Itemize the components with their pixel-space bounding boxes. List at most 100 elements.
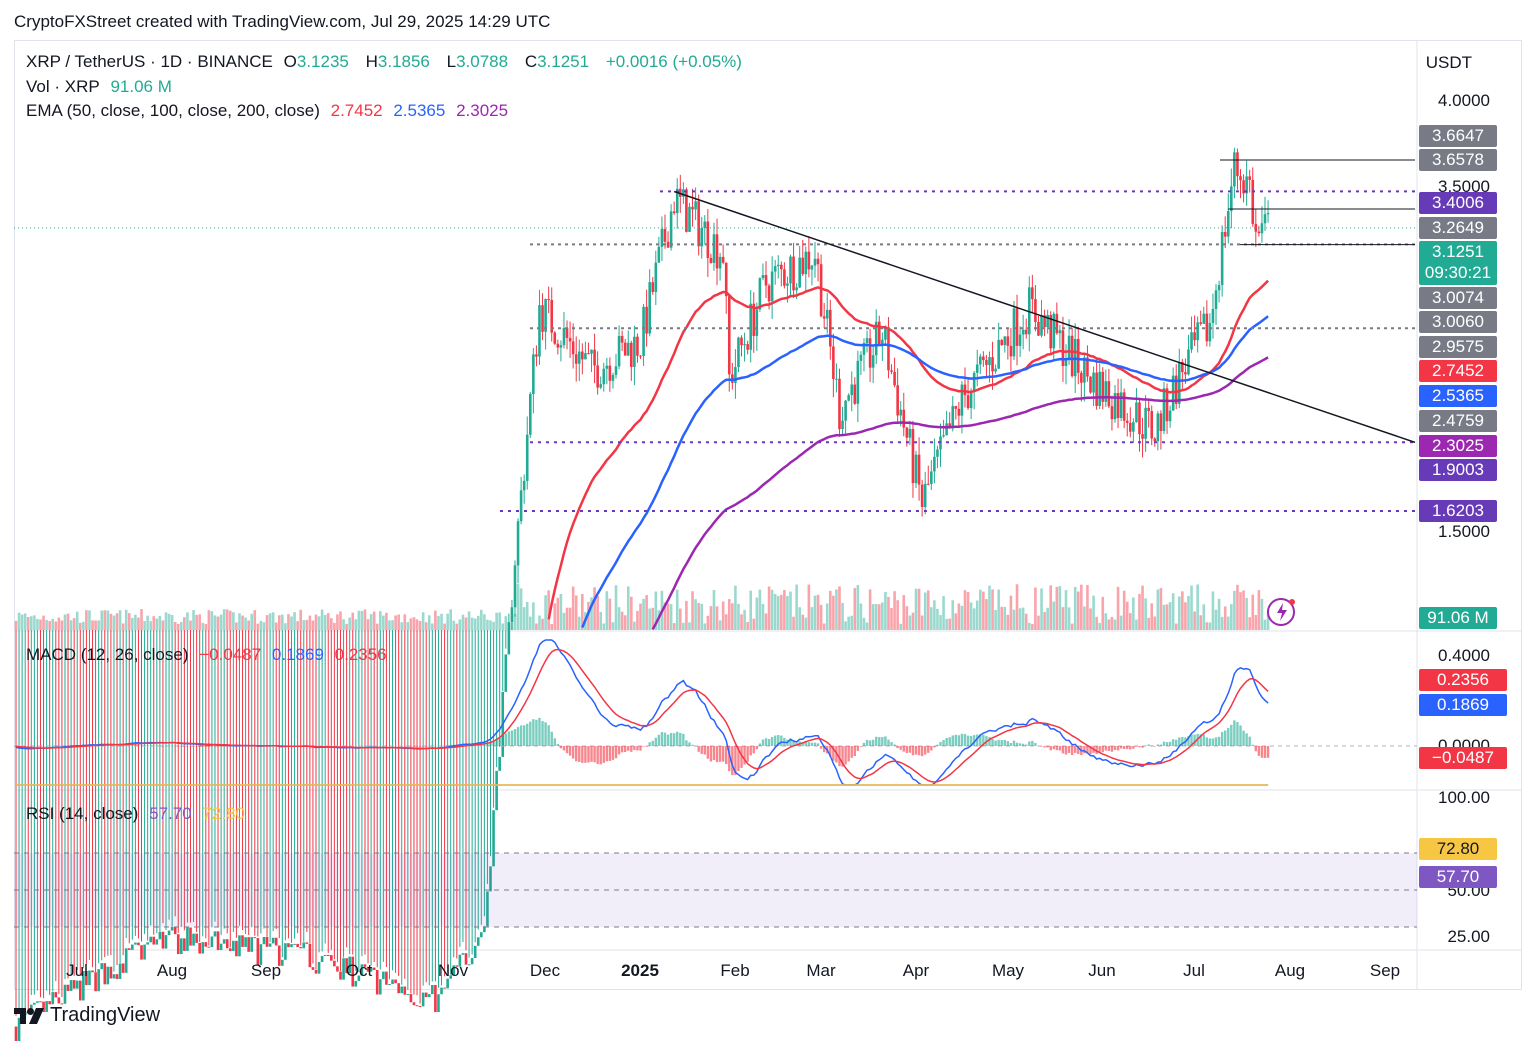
candle-body[interactable] [522,480,526,491]
candle-body[interactable] [1125,420,1129,423]
candle-body[interactable] [336,966,339,972]
candle-body[interactable] [850,384,854,396]
candle-body[interactable] [339,971,342,980]
candle-body[interactable] [274,937,278,946]
candle-body[interactable] [1230,186,1233,212]
candle-body[interactable] [685,189,688,232]
candle-body[interactable] [734,367,737,383]
candle-body[interactable] [63,984,67,1004]
candle-body[interactable] [348,956,351,974]
candle-body[interactable] [461,953,465,955]
candle-body[interactable] [498,756,501,771]
candle-body[interactable] [1046,314,1049,328]
candle-body[interactable] [868,338,872,368]
candle-body[interactable] [633,336,636,367]
candle-body[interactable] [666,241,670,248]
candle-body[interactable] [553,332,557,344]
candle-body[interactable] [210,936,214,948]
candle-body[interactable] [467,964,471,966]
candle-body[interactable] [1211,308,1215,323]
candle-body[interactable] [1187,349,1190,375]
candle-body[interactable] [568,337,572,342]
candle-body[interactable] [180,938,183,955]
candle-body[interactable] [828,309,832,347]
candle-body[interactable] [1257,231,1261,234]
candle-body[interactable] [899,409,903,416]
candle-body[interactable] [409,994,413,1003]
candle-body[interactable] [712,234,716,263]
candle-body[interactable] [617,335,621,367]
candle-body[interactable] [259,944,263,965]
candle-body[interactable] [810,265,814,270]
candle-body[interactable] [369,967,373,972]
candle-body[interactable] [1159,413,1163,432]
candle-body[interactable] [507,622,511,655]
candle-body[interactable] [17,1017,21,1041]
candle-body[interactable] [1070,335,1074,377]
candle-body[interactable] [455,965,459,967]
candle-body[interactable] [1116,393,1120,418]
candle-body[interactable] [360,964,364,976]
candle-body[interactable] [480,932,483,938]
candle-body[interactable] [911,428,915,484]
candle-body[interactable] [966,395,970,409]
candle-body[interactable] [406,994,410,996]
candle-body[interactable] [1064,358,1068,366]
descending-trendline[interactable] [673,190,1416,444]
candle-body[interactable] [109,966,113,979]
rsi-label[interactable]: RSI (14, close) [26,804,139,823]
candle-body[interactable] [311,967,315,970]
candle-body[interactable] [881,339,884,346]
candle-body[interactable] [988,357,991,366]
candle-body[interactable] [1113,393,1117,420]
candle-body[interactable] [783,269,786,286]
candle-body[interactable] [427,994,431,998]
candle-body[interactable] [562,327,566,346]
candle-body[interactable] [1168,410,1172,422]
candle-body[interactable] [819,264,823,317]
candle-body[interactable] [538,305,541,357]
candle-body[interactable] [709,257,713,263]
candle-body[interactable] [623,342,627,356]
candle-body[interactable] [510,607,514,623]
candle-body[interactable] [213,931,217,937]
candle-body[interactable] [516,521,520,566]
candle-body[interactable] [290,944,293,948]
candle-body[interactable] [825,309,829,319]
candle-body[interactable] [323,954,327,957]
candle-body[interactable] [94,972,97,992]
candle-body[interactable] [1043,315,1046,328]
candle-body[interactable] [366,966,370,972]
candle-body[interactable] [963,384,967,396]
candle-body[interactable] [1266,212,1270,215]
candle-body[interactable] [140,945,143,960]
candle-body[interactable] [761,275,765,279]
candle-body[interactable] [581,351,584,360]
candle-body[interactable] [1104,381,1108,402]
candle-body[interactable] [926,483,930,485]
candle-body[interactable] [167,930,171,936]
candle-body[interactable] [186,927,189,951]
candle-body[interactable] [143,944,146,960]
candle-body[interactable] [449,975,453,979]
candle-body[interactable] [437,994,440,1013]
candle-body[interactable] [758,278,762,310]
candle-body[interactable] [1260,223,1264,234]
candle-body[interactable] [115,974,119,979]
candle-body[interactable] [388,984,391,986]
candle-body[interactable] [813,258,817,266]
candle-body[interactable] [1067,335,1071,359]
candle-body[interactable] [1239,176,1242,181]
candle-body[interactable] [1024,329,1028,335]
candle-body[interactable] [945,423,948,436]
candle-body[interactable] [36,1001,39,1003]
candle-body[interactable] [452,965,456,976]
candle-body[interactable] [1214,290,1218,309]
candle-body[interactable] [149,936,152,943]
candle-body[interactable] [887,327,890,371]
candle-body[interactable] [476,937,480,946]
candle-body[interactable] [1058,330,1062,334]
candle-body[interactable] [636,336,639,356]
candle-body[interactable] [281,959,284,966]
candle-body[interactable] [611,374,615,381]
